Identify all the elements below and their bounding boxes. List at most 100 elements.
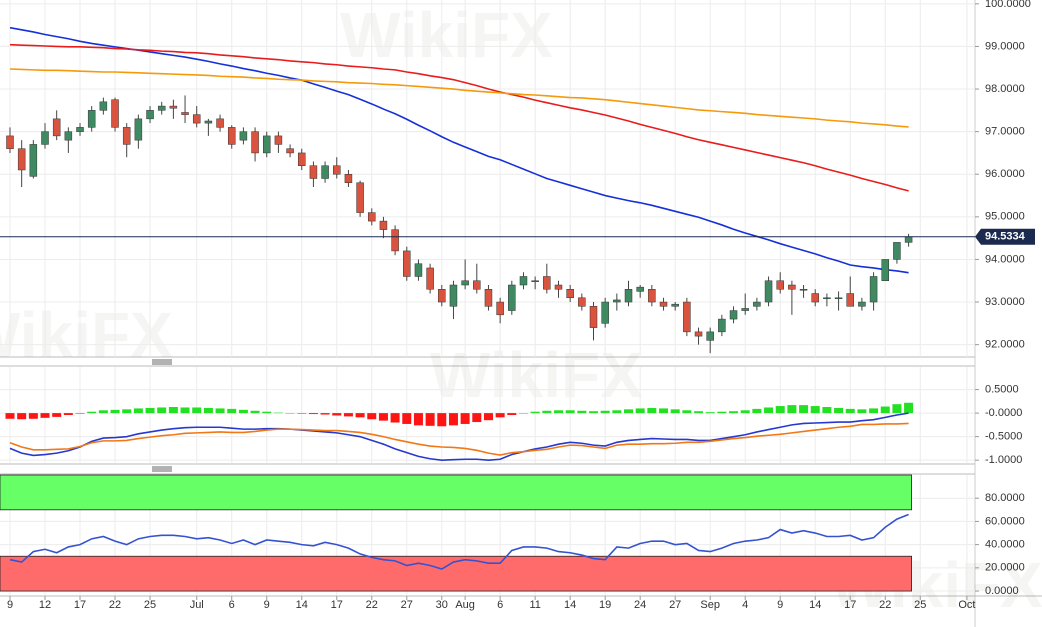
histogram-bar: [227, 408, 237, 414]
candle-body: [799, 289, 808, 291]
candle-body: [87, 110, 96, 128]
candle-body: [776, 280, 784, 290]
histogram-bar: [518, 413, 528, 414]
histogram-bar: [682, 410, 692, 414]
candle-body: [403, 250, 411, 277]
resize-handle[interactable]: [152, 466, 172, 472]
histogram-bar: [880, 406, 890, 414]
x-tick-label: 4: [742, 599, 748, 611]
candle-body: [438, 289, 446, 303]
candle-body: [449, 284, 458, 307]
histogram-bar: [810, 406, 820, 414]
candle-body: [76, 127, 84, 132]
histogram-bar: [834, 407, 844, 414]
y-tick-label: 80.0000: [985, 492, 1025, 504]
candle-body: [6, 135, 14, 149]
candle-body: [111, 99, 119, 128]
histogram-bar: [670, 409, 680, 414]
histogram-bar: [63, 413, 73, 415]
candle-body: [146, 110, 154, 120]
histogram-bar: [542, 410, 552, 414]
histogram-bar: [472, 413, 482, 423]
candle-body: [543, 276, 551, 290]
candle-body: [624, 289, 633, 303]
histogram-bar: [168, 407, 178, 414]
histogram-bar: [904, 402, 914, 414]
histogram-bar: [378, 413, 388, 421]
y-tick-label: 60.0000: [985, 515, 1025, 527]
x-tick-label: 14: [564, 599, 576, 611]
histogram-bar: [297, 413, 307, 414]
candle-body: [216, 118, 224, 128]
histogram-bar: [822, 407, 832, 414]
histogram-bar: [28, 413, 38, 419]
candle-body: [122, 127, 131, 145]
x-tick-label: 17: [74, 599, 86, 611]
x-tick-label: 27: [669, 599, 681, 611]
histogram-bar: [250, 410, 260, 414]
candle-body: [227, 127, 236, 145]
resize-handle[interactable]: [152, 359, 172, 365]
candle-body: [134, 118, 143, 141]
candle-body: [251, 131, 259, 154]
candle-body: [858, 301, 866, 307]
histogram-bar: [892, 404, 902, 414]
candle-body: [309, 165, 318, 179]
histogram-bar: [869, 408, 879, 414]
histogram-bar: [787, 405, 797, 414]
histogram-bar: [857, 409, 867, 414]
y-tick-label: 97.0000: [985, 126, 1025, 138]
candle-body: [333, 165, 341, 175]
candle-body: [192, 114, 201, 124]
x-tick-label: Aug: [455, 599, 475, 611]
histogram-bar: [238, 409, 248, 414]
y-tick-label: 20.0000: [985, 562, 1025, 574]
x-tick-label: 11: [529, 599, 540, 611]
histogram-bar: [355, 413, 365, 418]
x-tick-label: 6: [497, 599, 503, 611]
x-tick-label: 9: [264, 599, 270, 611]
candle-body: [753, 301, 761, 307]
histogram-bar: [437, 413, 447, 427]
candle-body: [181, 112, 189, 115]
x-tick-label: 9: [777, 599, 783, 611]
x-tick-label: 22: [366, 599, 378, 611]
histogram-bar: [845, 408, 855, 414]
histogram-bar: [717, 411, 727, 414]
histogram-bar: [413, 413, 423, 426]
histogram-bar: [332, 413, 342, 416]
histogram-bar: [5, 413, 15, 419]
candle-body: [764, 280, 773, 303]
candle-body: [846, 293, 854, 307]
candle-body: [893, 242, 901, 260]
candle-body: [286, 148, 294, 154]
histogram-bar: [98, 410, 108, 414]
y-tick-label: -1.0000: [985, 454, 1022, 466]
watermark: WikiFX: [0, 299, 173, 371]
last-price-label: 94.5334: [985, 231, 1026, 243]
x-tick-label: 14: [809, 599, 821, 611]
candle-body: [99, 101, 108, 111]
histogram-bar: [157, 407, 167, 414]
histogram-bar: [17, 413, 27, 420]
watermark: WikiFX: [340, 0, 553, 71]
histogram-bar: [612, 410, 622, 414]
watermark: WikiFX: [430, 339, 643, 411]
histogram-bar: [635, 408, 645, 414]
histogram-bar: [343, 413, 353, 417]
candle-body: [578, 297, 586, 307]
x-tick-label: 17: [331, 599, 343, 611]
candle-body: [566, 289, 574, 299]
x-tick-label: 27: [401, 599, 413, 611]
candle-body: [52, 118, 61, 137]
candle-body: [554, 284, 563, 290]
x-tick-label: 25: [144, 599, 156, 611]
histogram-bar: [483, 413, 493, 421]
candle-body: [298, 152, 306, 166]
y-tick-label: 0.0000: [985, 585, 1019, 597]
x-tick-label: 9: [7, 599, 13, 611]
candle-body: [204, 120, 213, 124]
indicator-line: [9, 422, 909, 456]
candle-body: [496, 301, 504, 316]
histogram-bar: [180, 407, 190, 414]
